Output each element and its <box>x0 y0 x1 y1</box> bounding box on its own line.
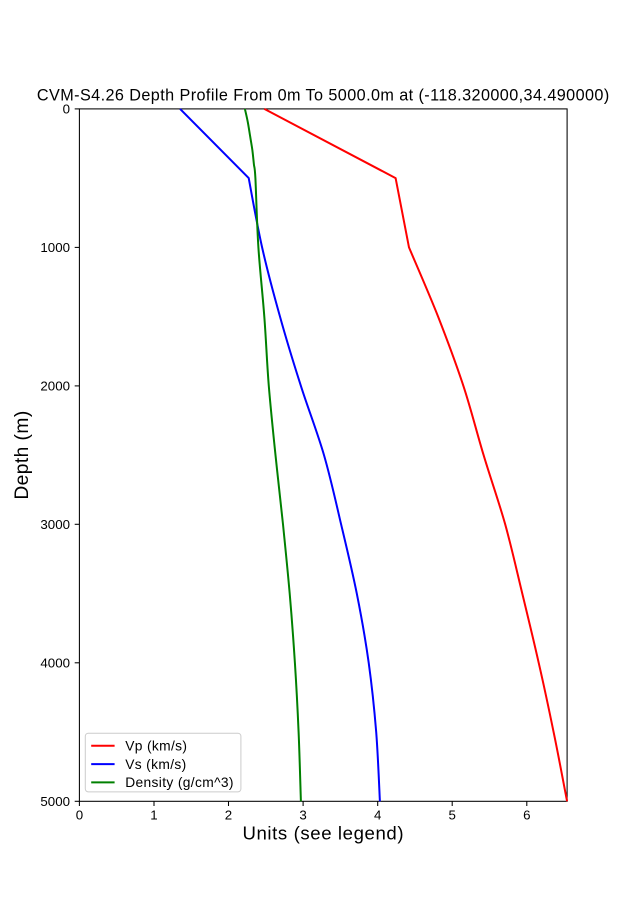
svg-text:1: 1 <box>150 808 157 823</box>
svg-text:4: 4 <box>374 808 381 823</box>
svg-text:2: 2 <box>225 808 232 823</box>
svg-text:2000: 2000 <box>40 379 70 394</box>
svg-text:0: 0 <box>76 808 83 823</box>
svg-text:3: 3 <box>299 808 306 823</box>
svg-text:4000: 4000 <box>40 656 70 671</box>
svg-text:Depth (m): Depth (m) <box>12 410 33 499</box>
svg-text:6: 6 <box>523 808 530 823</box>
svg-text:Density (g/cm^3): Density (g/cm^3) <box>125 775 234 790</box>
svg-text:5: 5 <box>448 808 455 823</box>
svg-text:CVM-S4.26 Depth Profile From 0: CVM-S4.26 Depth Profile From 0m To 5000.… <box>37 87 610 105</box>
svg-text:1000: 1000 <box>40 240 70 255</box>
svg-text:3000: 3000 <box>40 517 70 532</box>
svg-text:0: 0 <box>63 102 70 117</box>
svg-text:Vs (km/s): Vs (km/s) <box>125 757 186 772</box>
svg-text:Units (see legend): Units (see legend) <box>242 823 404 844</box>
svg-text:5000: 5000 <box>40 794 70 809</box>
svg-text:Vp (km/s): Vp (km/s) <box>125 739 187 754</box>
